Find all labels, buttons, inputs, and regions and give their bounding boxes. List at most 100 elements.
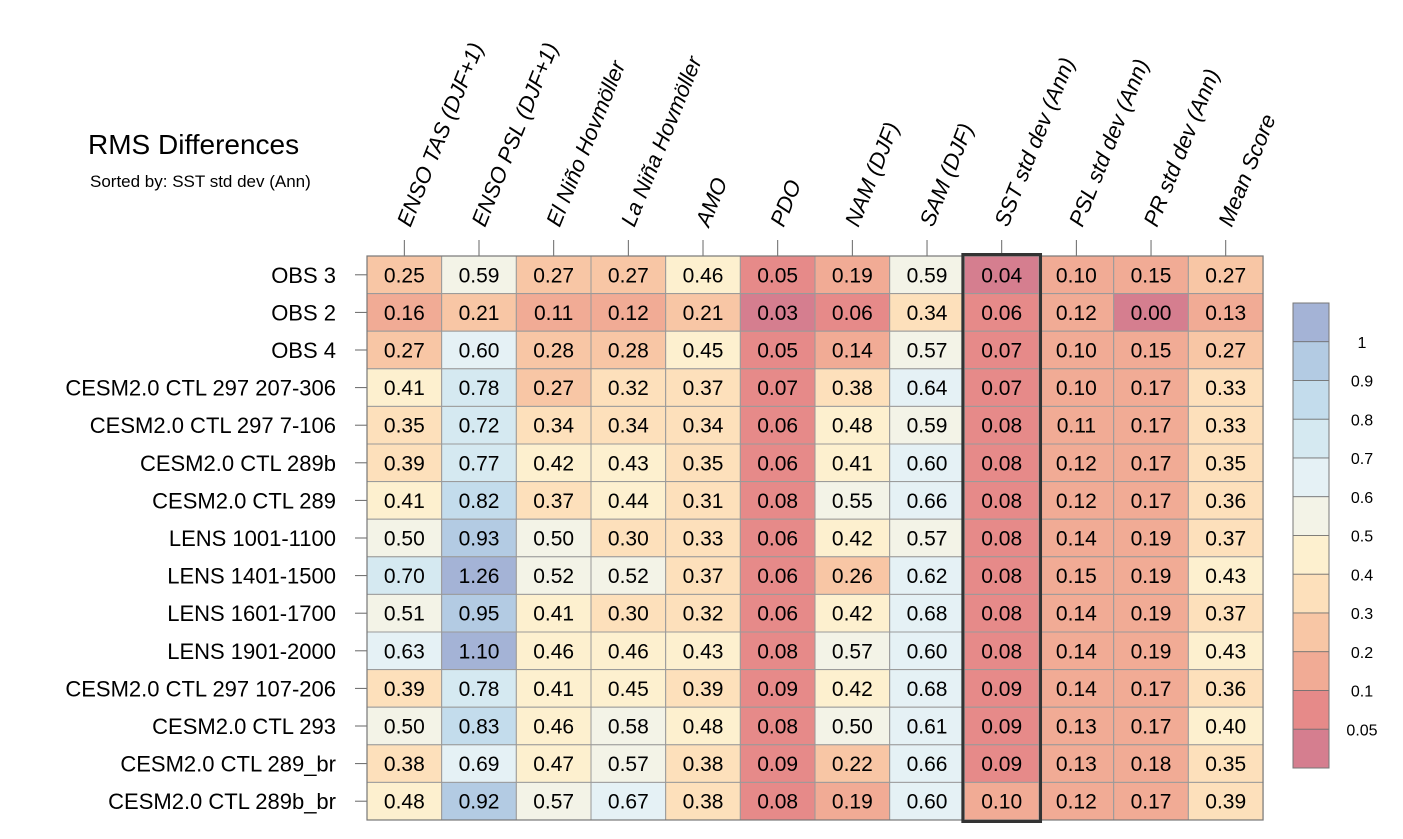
cell-value: 0.17 — [1131, 452, 1172, 475]
cell-value: 0.19 — [1131, 565, 1172, 588]
cell-value: 0.69 — [459, 753, 500, 776]
cell-value: 0.42 — [832, 678, 873, 701]
cell-value: 0.08 — [757, 640, 798, 663]
colorbar-label: 0.6 — [1351, 490, 1373, 507]
heatmap-cell — [590, 631, 667, 671]
cell-value: 0.06 — [757, 528, 798, 551]
cell-value: 0.36 — [1205, 490, 1246, 513]
colorbar-swatch — [1292, 535, 1330, 575]
cell-value: 0.15 — [1131, 264, 1172, 287]
row-label-cesm2-0-ctl-293: CESM2.0 CTL 293 — [152, 714, 336, 739]
heatmap-cell — [1187, 405, 1264, 445]
heatmap-cell — [590, 443, 667, 483]
colorbar-label: 0.5 — [1351, 529, 1373, 546]
heatmap-cell — [665, 368, 741, 407]
heatmap-cell — [814, 368, 891, 407]
colorbar-label: 0.3 — [1351, 606, 1373, 623]
cell-value: 0.41 — [384, 377, 425, 400]
heatmap-cell — [665, 481, 741, 520]
heatmap-cell — [590, 556, 667, 595]
cell-value: 0.03 — [757, 302, 798, 325]
heatmap-cell — [739, 781, 816, 821]
heatmap-cell — [739, 669, 816, 708]
heatmap-cell — [665, 405, 741, 445]
heatmap-cell — [739, 631, 816, 671]
heatmap-cell — [814, 593, 891, 633]
row-label-cesm2-0-ctl-297-7-106: CESM2.0 CTL 297 7-106 — [90, 413, 336, 438]
column-label-pdo: PDO — [765, 176, 806, 230]
cell-value: 0.64 — [907, 377, 948, 400]
heatmap-cell — [590, 744, 667, 783]
cell-value: 0.44 — [608, 490, 649, 513]
cell-value: 0.45 — [608, 678, 649, 701]
heatmap-cell — [515, 293, 592, 332]
cell-value: 0.09 — [981, 716, 1022, 739]
cell-value: 0.59 — [907, 264, 948, 287]
cell-value: 0.14 — [1056, 678, 1097, 701]
cell-value: 0.35 — [683, 452, 724, 475]
cell-value: 0.14 — [832, 340, 873, 363]
cell-value: 0.52 — [608, 565, 649, 588]
colorbar-swatch — [1292, 728, 1330, 769]
colorbar-label: 0.1 — [1351, 684, 1373, 701]
heatmap-cell — [1187, 669, 1264, 708]
column-label-psl-std-dev-ann: PSL std dev (Ann) — [1064, 55, 1154, 230]
heatmap-cell — [739, 330, 816, 370]
cell-value: 0.07 — [757, 377, 798, 400]
cell-value: 0.19 — [1131, 528, 1172, 551]
heatmap-cell — [814, 631, 891, 671]
row-label-obs-2: OBS 2 — [271, 300, 336, 325]
heatmap-cell — [1038, 706, 1115, 746]
cell-value: 0.57 — [832, 640, 873, 663]
heatmap-cell — [889, 669, 965, 708]
cell-value: 0.37 — [533, 490, 574, 513]
cell-value: 0.43 — [683, 640, 724, 663]
cell-value: 0.08 — [981, 603, 1022, 626]
cell-value: 0.77 — [459, 452, 500, 475]
cell-value: 1.10 — [459, 640, 500, 663]
cell-value: 0.08 — [981, 490, 1022, 513]
cell-value: 0.09 — [981, 753, 1022, 776]
cell-value: 0.37 — [683, 565, 724, 588]
cell-value: 0.10 — [1056, 340, 1097, 363]
heatmap-cell — [665, 556, 741, 595]
cell-value: 0.78 — [459, 678, 500, 701]
cell-value: 0.25 — [384, 264, 425, 287]
heatmap-cells: 0.25 0.59 0.27 0.27 0.46 0.05 0.19 0.59 0.04 0.10… — [366, 255, 1264, 821]
heatmap-cell — [590, 481, 667, 520]
heatmap-cell — [1038, 293, 1115, 332]
row-labels: OBS 3 OBS 2 OBS 4 CESM2.0 CTL 297 207-306 CE… — [65, 263, 367, 814]
cell-value: 0.46 — [533, 716, 574, 739]
heatmap-cell — [963, 255, 1040, 295]
row-label-obs-4: OBS 4 — [271, 338, 336, 363]
heatmap-cell — [1038, 405, 1115, 445]
heatmap-cell — [515, 706, 592, 746]
cell-value: 0.68 — [907, 603, 948, 626]
cell-value: 0.18 — [1131, 753, 1172, 776]
cell-value: 0.33 — [1205, 415, 1246, 438]
cell-value: 0.67 — [608, 791, 649, 814]
chart-subtitle: Sorted by: SST std dev (Ann) — [90, 172, 311, 191]
chart-title: RMS Differences — [88, 129, 299, 160]
heatmap-cell — [590, 518, 667, 558]
cell-value: 0.17 — [1131, 791, 1172, 814]
heatmap-cell — [814, 330, 891, 370]
heatmap-cell — [590, 593, 667, 633]
heatmap-cell — [515, 330, 592, 370]
heatmap-cell — [665, 293, 741, 332]
cell-value: 0.22 — [832, 753, 873, 776]
cell-value: 0.95 — [459, 603, 500, 626]
cell-value: 0.60 — [907, 452, 948, 475]
heatmap-cell — [889, 255, 965, 295]
cell-value: 0.12 — [1056, 791, 1097, 814]
cell-value: 0.92 — [459, 791, 500, 814]
cell-value: 0.43 — [1205, 640, 1246, 663]
heatmap-cell — [1038, 255, 1115, 295]
cell-value: 0.38 — [832, 377, 873, 400]
cell-value: 0.35 — [1205, 452, 1246, 475]
colorbar-label: 0.9 — [1351, 374, 1373, 391]
colorbar-border — [1292, 302, 1330, 769]
heatmap-cell — [963, 669, 1040, 708]
heatmap-cell — [590, 330, 667, 370]
colorbar-label: 1 — [1358, 335, 1367, 352]
